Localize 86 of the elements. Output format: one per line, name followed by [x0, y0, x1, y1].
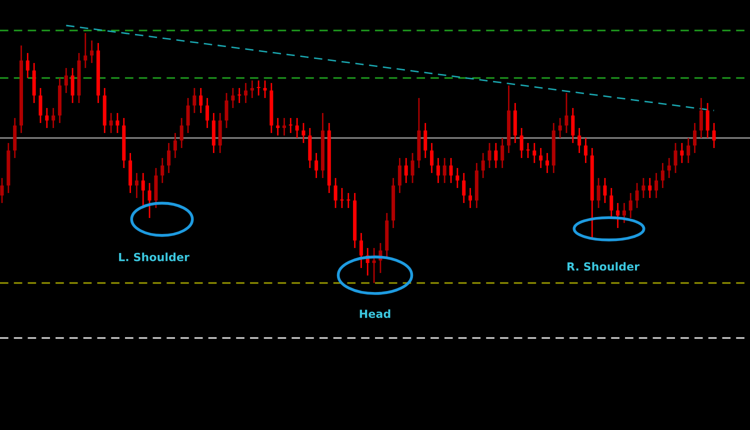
text: Head [360, 309, 390, 318]
candlestick [456, 167, 460, 189]
candlestick [558, 117, 562, 139]
candlestick [205, 97, 210, 129]
candlestick [667, 157, 671, 179]
candlestick [173, 132, 177, 159]
candlestick [571, 107, 575, 144]
candlestick [45, 107, 49, 129]
candlestick [635, 182, 639, 209]
candlestick [26, 52, 30, 79]
candlestick [231, 87, 235, 109]
candlestick [116, 112, 120, 134]
candlestick [256, 80, 260, 96]
candlestick [314, 152, 318, 179]
candlestick [603, 177, 607, 204]
candlestick [494, 142, 498, 169]
candlestick [424, 122, 428, 159]
candlestick [578, 127, 582, 154]
candlestick [449, 157, 453, 184]
candlestick [660, 162, 664, 189]
candlestick [288, 117, 292, 134]
candlestick [192, 87, 196, 114]
candlestick [224, 92, 228, 129]
candlestick [488, 142, 492, 169]
candlestick [596, 177, 600, 209]
candlestick [468, 187, 472, 209]
candlestick [186, 97, 190, 134]
candlestick [372, 247, 376, 284]
annotation: R. Shoulder [567, 262, 640, 271]
candlestick [90, 40, 94, 64]
candlestick [244, 82, 248, 104]
candlestick [359, 232, 363, 269]
candlestick [545, 152, 549, 174]
candlestick [148, 182, 152, 219]
candlestick [84, 32, 88, 69]
candlestick [692, 122, 697, 154]
candlestick [64, 67, 68, 94]
candlestick [70, 67, 74, 104]
candlestick [564, 92, 568, 134]
candlestick [648, 177, 652, 199]
candlestick [520, 127, 524, 159]
candlestick [642, 177, 646, 199]
candlestick [238, 87, 242, 104]
candlestick [610, 187, 614, 219]
candlestick [584, 137, 588, 164]
candlestick [712, 122, 716, 149]
candlestick [410, 152, 414, 184]
candlestick [0, 177, 4, 204]
candlestick [295, 117, 299, 139]
candlestick [616, 202, 620, 229]
candlestick [622, 202, 626, 224]
candlestick [160, 157, 164, 184]
candlestick [340, 187, 344, 209]
candlestick [442, 157, 446, 184]
candlestick [699, 97, 703, 139]
candlestick [109, 112, 113, 134]
candlestick [680, 142, 684, 164]
candlestick [167, 142, 171, 174]
candlestick [38, 87, 42, 124]
candlestick [398, 157, 402, 194]
candlestick [706, 102, 710, 139]
candlestick [532, 142, 536, 164]
candlestick [180, 117, 184, 149]
candlestick [302, 122, 306, 144]
candlestick [199, 87, 203, 114]
candlestick [134, 172, 138, 199]
candlestick [526, 142, 530, 159]
candlestick [686, 137, 690, 164]
candlestick [404, 157, 408, 184]
candlestick [263, 80, 267, 99]
candlestick [674, 142, 678, 174]
candlestick [52, 107, 56, 129]
candlestick [250, 80, 254, 99]
candlestick [654, 172, 658, 199]
candlestick [436, 157, 440, 184]
candlestick [539, 147, 543, 169]
candlestick [430, 142, 434, 174]
candlestick [481, 152, 485, 179]
candlestick [282, 117, 286, 136]
annotation: L. Shoulder [119, 252, 190, 262]
candlestick [276, 117, 280, 136]
candlestick [334, 177, 338, 209]
candlestick [346, 192, 350, 209]
candlestick [500, 137, 504, 169]
candlestick [462, 172, 466, 204]
candlestick [628, 192, 632, 219]
